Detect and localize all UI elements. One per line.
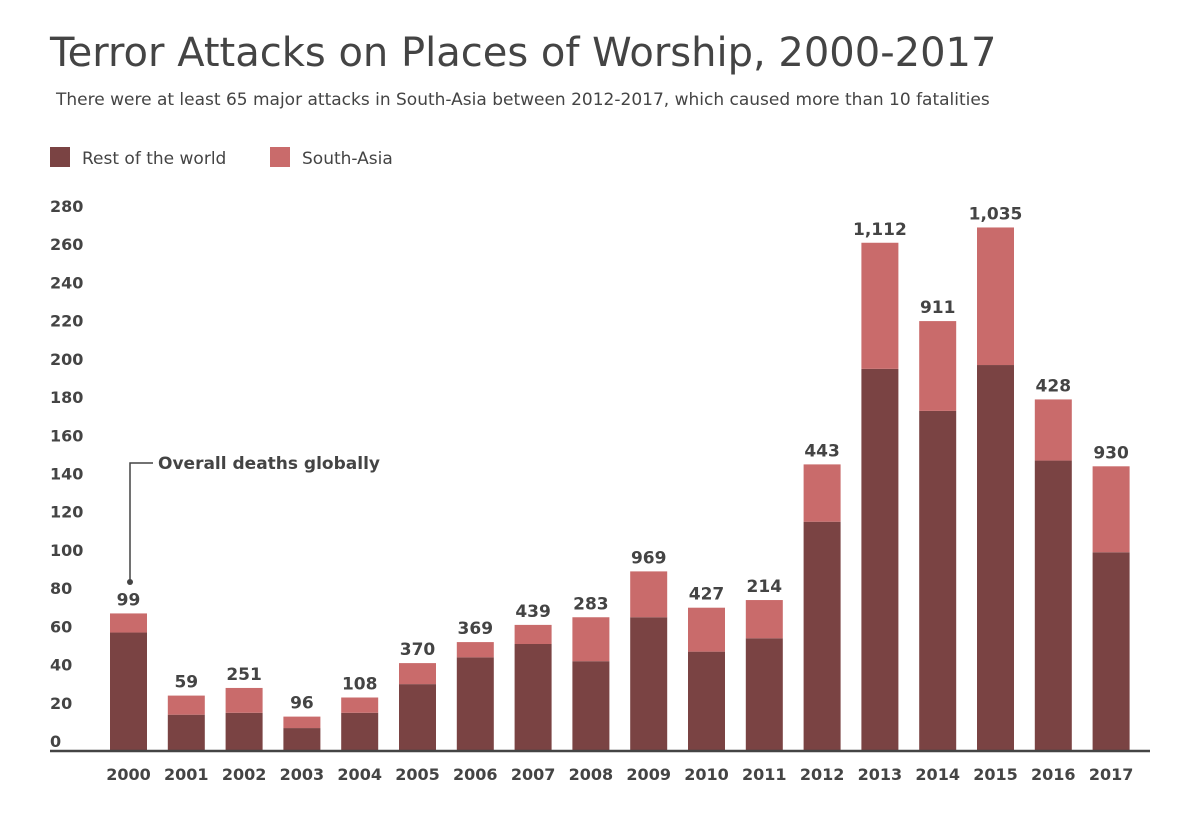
y-tick-label: 180 bbox=[50, 388, 83, 407]
legend-label: South-Asia bbox=[302, 149, 393, 169]
bar-segment bbox=[1092, 552, 1130, 751]
y-tick-label: 200 bbox=[50, 350, 83, 369]
y-tick-label: 20 bbox=[50, 694, 72, 713]
chart-title: Terror Attacks on Places of Worship, 200… bbox=[49, 30, 996, 76]
data-label: 370 bbox=[400, 640, 436, 660]
bar-segment bbox=[977, 365, 1014, 751]
x-tick-label: 2004 bbox=[337, 765, 382, 784]
bar-segment bbox=[167, 695, 205, 715]
bar-segment bbox=[110, 613, 147, 633]
x-tick-label: 2015 bbox=[973, 765, 1018, 784]
y-tick-label: 80 bbox=[50, 579, 72, 598]
data-label: 428 bbox=[1036, 376, 1072, 396]
x-tick-label: 2007 bbox=[511, 765, 556, 784]
bar-segment bbox=[225, 712, 263, 751]
data-label: 439 bbox=[515, 602, 551, 622]
data-label: 1,035 bbox=[969, 204, 1023, 224]
bar-segment bbox=[688, 651, 725, 751]
y-tick-label: 140 bbox=[50, 465, 83, 484]
data-label: 930 bbox=[1093, 443, 1129, 463]
data-label: 369 bbox=[458, 619, 494, 639]
bar-segment bbox=[919, 410, 957, 751]
data-label: 427 bbox=[689, 585, 725, 605]
y-tick-label: 160 bbox=[50, 426, 83, 445]
y-tick-label: 100 bbox=[50, 541, 83, 560]
bar-segment bbox=[514, 644, 552, 751]
data-label: 969 bbox=[631, 548, 667, 568]
bar-segment bbox=[399, 684, 436, 751]
bar-segment bbox=[745, 600, 783, 639]
bar-segment bbox=[167, 714, 205, 751]
bar-segment bbox=[283, 728, 321, 751]
bar-segment bbox=[861, 242, 899, 369]
bar-segment bbox=[572, 661, 610, 751]
data-label: 96 bbox=[290, 694, 314, 714]
data-label: 108 bbox=[342, 675, 378, 695]
annotation-dot bbox=[127, 579, 133, 585]
legend-label: Rest of the world bbox=[82, 149, 226, 169]
bar-segment bbox=[399, 663, 436, 685]
x-tick-label: 2017 bbox=[1089, 765, 1134, 784]
bar-segment bbox=[514, 624, 552, 644]
chart-subtitle: There were at least 65 major attacks in … bbox=[55, 90, 990, 110]
y-tick-label: 120 bbox=[50, 503, 83, 522]
x-tick-label: 2014 bbox=[915, 765, 960, 784]
bar-segment bbox=[110, 632, 147, 751]
bar-segment bbox=[572, 617, 610, 662]
bar-segment bbox=[283, 716, 321, 729]
annotation: Overall deaths globally bbox=[158, 454, 380, 474]
bar-segment bbox=[1034, 460, 1072, 751]
data-label: 911 bbox=[920, 298, 956, 318]
x-tick-label: 2005 bbox=[395, 765, 440, 784]
bar-segment bbox=[1092, 466, 1130, 553]
x-tick-label: 2003 bbox=[280, 765, 325, 784]
data-label: 283 bbox=[573, 594, 609, 614]
bar-segment bbox=[630, 617, 668, 751]
bar-segment bbox=[803, 521, 841, 751]
bar-segment bbox=[688, 607, 725, 652]
legend-swatch bbox=[270, 147, 290, 167]
x-tick-label: 2009 bbox=[626, 765, 671, 784]
legend-swatch bbox=[50, 147, 70, 167]
bar-segment bbox=[861, 368, 899, 751]
data-label: 214 bbox=[747, 577, 783, 597]
x-tick-label: 2006 bbox=[453, 765, 498, 784]
bar-segment bbox=[341, 712, 379, 751]
x-tick-label: 2013 bbox=[858, 765, 903, 784]
bar-segment bbox=[803, 464, 841, 522]
bar-segment bbox=[630, 571, 668, 618]
bar-segment bbox=[1034, 399, 1072, 461]
data-label: 1,112 bbox=[853, 220, 907, 240]
x-tick-label: 2008 bbox=[569, 765, 614, 784]
y-tick-label: 220 bbox=[50, 312, 83, 331]
bar-segment bbox=[341, 697, 379, 713]
x-tick-label: 2000 bbox=[106, 765, 151, 784]
bar-segment bbox=[456, 642, 494, 658]
data-label: 59 bbox=[174, 673, 198, 693]
bar-segment bbox=[225, 687, 263, 713]
y-tick-label: 40 bbox=[50, 656, 72, 675]
y-tick-label: 60 bbox=[50, 617, 72, 636]
x-tick-label: 2012 bbox=[800, 765, 845, 784]
bar-segment bbox=[977, 227, 1014, 366]
y-tick-label: 240 bbox=[50, 273, 83, 292]
x-tick-label: 2001 bbox=[164, 765, 209, 784]
data-label: 251 bbox=[226, 665, 262, 685]
x-tick-label: 2016 bbox=[1031, 765, 1076, 784]
bar-segment bbox=[919, 321, 957, 411]
bar-segment bbox=[456, 657, 494, 751]
annotation-line bbox=[129, 462, 153, 582]
x-tick-label: 2002 bbox=[222, 765, 267, 784]
data-label: 99 bbox=[117, 590, 141, 610]
data-label: 443 bbox=[804, 441, 840, 461]
y-tick-label: 260 bbox=[50, 235, 83, 254]
bar-segment bbox=[745, 638, 783, 751]
x-tick-label: 2011 bbox=[742, 765, 787, 784]
x-tick-label: 2010 bbox=[684, 765, 729, 784]
y-tick-label: 280 bbox=[50, 197, 83, 216]
y-tick-label: 0 bbox=[50, 732, 61, 751]
